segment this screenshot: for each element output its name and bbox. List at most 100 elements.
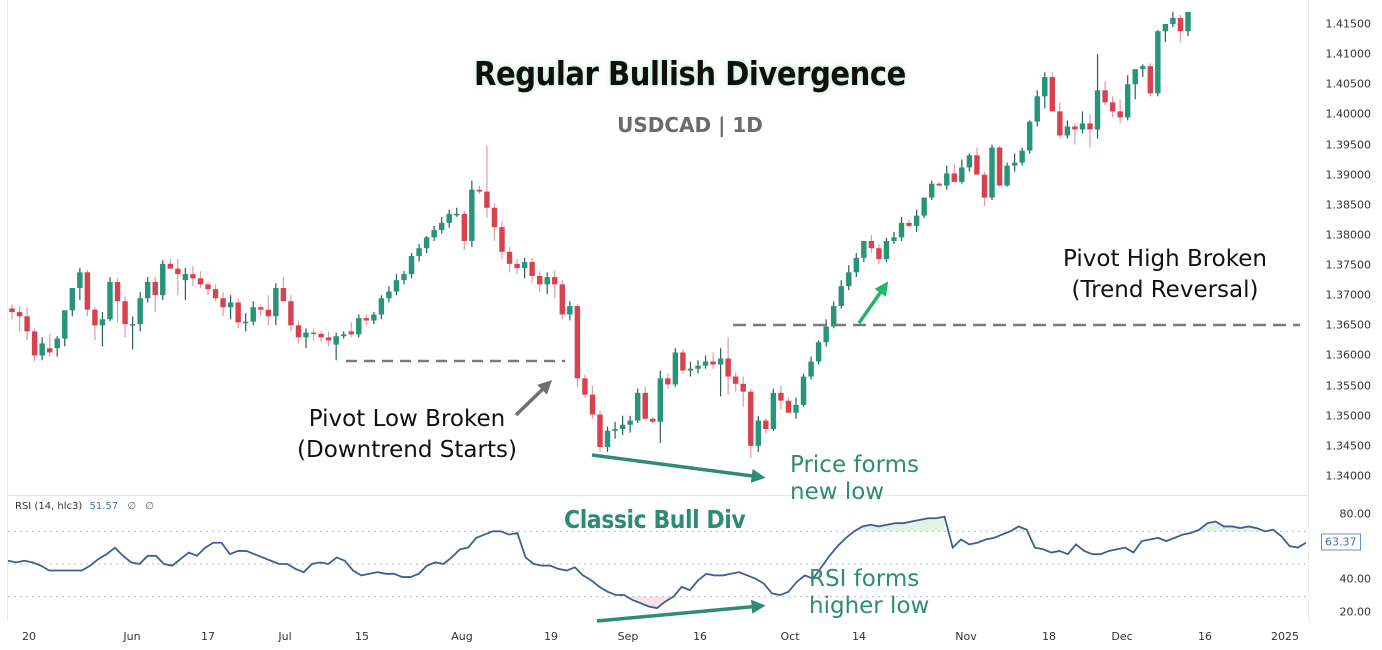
candle-body [408, 256, 415, 275]
candle-body [755, 420, 762, 446]
candle-body [1102, 90, 1108, 103]
candle-body [574, 306, 581, 379]
candle-body [582, 378, 588, 395]
candle-body [1124, 84, 1131, 118]
candle-body [763, 420, 769, 429]
classic-bull-div-label: Classic Bull Div [564, 505, 746, 534]
candle-body [258, 307, 264, 310]
candle-body [325, 337, 332, 341]
candle-body [672, 352, 679, 385]
candle-body [921, 197, 927, 216]
candle-body [1034, 96, 1040, 122]
pivot-high-arrow-icon [857, 281, 889, 325]
time-axis-tick: 16 [1198, 630, 1212, 643]
candle-body [137, 298, 143, 325]
price-pane[interactable] [8, 0, 1308, 493]
candle-body [175, 268, 181, 275]
candle-body [144, 281, 151, 299]
candle-body [1064, 126, 1071, 136]
time-axis-tick: Aug [451, 630, 473, 643]
time-axis-tick: 15 [355, 630, 369, 643]
candle-body [340, 334, 347, 337]
candle-body [823, 326, 829, 343]
candle-body [559, 284, 566, 315]
candle-body [1057, 111, 1063, 136]
candle-body [348, 331, 354, 335]
candle-body [853, 257, 860, 273]
candle-body [665, 378, 671, 385]
candle-body [710, 361, 716, 365]
candle-body [197, 278, 204, 285]
time-axis[interactable]: 20 Jun 17 Jul 15 Aug 19 Sep 16 Oct 14 Nov 18 Dec 16 202… [8, 622, 1308, 650]
price-axis-tick: 1.34500 [1325, 439, 1372, 453]
price-axis-tick: 1.41000 [1325, 47, 1372, 61]
time-axis-tick: Oct [780, 630, 800, 643]
candle-body [687, 368, 694, 371]
candle-body [959, 167, 965, 182]
rsi-higher-low-arrow-icon [596, 599, 766, 623]
candle-body [499, 227, 505, 252]
candle-body [778, 392, 784, 401]
candle-body [642, 392, 648, 419]
price-axis-tick: 1.34000 [1325, 469, 1372, 483]
candle-body [748, 391, 754, 446]
candle-body [212, 289, 219, 299]
candle-body [182, 274, 189, 281]
candle-body [438, 222, 445, 231]
candle-body [898, 222, 905, 238]
price-axis-tick: 1.35500 [1325, 379, 1372, 393]
candle-body [1026, 121, 1033, 151]
candle-body [242, 321, 249, 324]
candle-body [612, 428, 618, 431]
rsi-pane[interactable] [7, 495, 1308, 621]
rsi-legend: RSI (14, hlc3) 51.57 ∅ ∅ [15, 501, 154, 512]
candle-body [838, 286, 844, 307]
candle-body [1049, 77, 1056, 112]
candle-body [1094, 90, 1101, 130]
candle-body [1072, 126, 1078, 130]
time-axis-tick: Jul [278, 630, 292, 643]
rsi-overbought-fill [1010, 526, 1027, 532]
time-axis-tick: 18 [1042, 630, 1056, 643]
candle-body [356, 318, 362, 335]
time-axis-tick: 2025 [1271, 630, 1299, 643]
candle-body [9, 308, 15, 313]
candle-body [446, 213, 452, 223]
candle-body [24, 316, 30, 332]
candle-body [815, 342, 822, 362]
rsi-legend-band-value: ∅ [145, 501, 154, 512]
candle-body [846, 272, 852, 287]
candle-body [371, 314, 377, 321]
price-axis[interactable]: 1.41500 1.41000 1.40500 1.40000 1.39500 1.390… [1308, 0, 1382, 622]
left-border [7, 0, 8, 622]
candle-body [536, 275, 543, 285]
candle-body [295, 325, 302, 338]
candle-body [657, 378, 664, 422]
candle-body [401, 274, 407, 281]
candle-body [1087, 123, 1093, 130]
candle-body [604, 430, 611, 448]
rsi-axis-tick: 20.00 [1339, 605, 1372, 619]
candle-body [235, 302, 241, 323]
candle-body [205, 284, 211, 290]
time-axis-tick: 14 [852, 630, 866, 643]
rsi-oversold-fill [632, 596, 674, 609]
candle-body [989, 147, 995, 198]
price-new-low-annotation: Price forms new low [790, 452, 919, 506]
candle-body [1170, 17, 1176, 24]
price-lower-low-arrow-icon [591, 453, 766, 483]
candle-body [1079, 123, 1086, 130]
price-new-low-line2: new low [790, 479, 885, 505]
candle-body [318, 333, 324, 338]
candle-body [1004, 165, 1010, 186]
candle-body [461, 213, 468, 241]
candle-body [303, 332, 309, 338]
candle-body [1109, 102, 1116, 112]
candle-body [552, 277, 558, 285]
candle-body [883, 240, 890, 260]
price-axis-tick: 1.38000 [1325, 228, 1372, 242]
candle-body [280, 287, 287, 302]
candle-body [363, 318, 370, 321]
candle-body [310, 332, 317, 335]
candle-body [876, 248, 882, 260]
